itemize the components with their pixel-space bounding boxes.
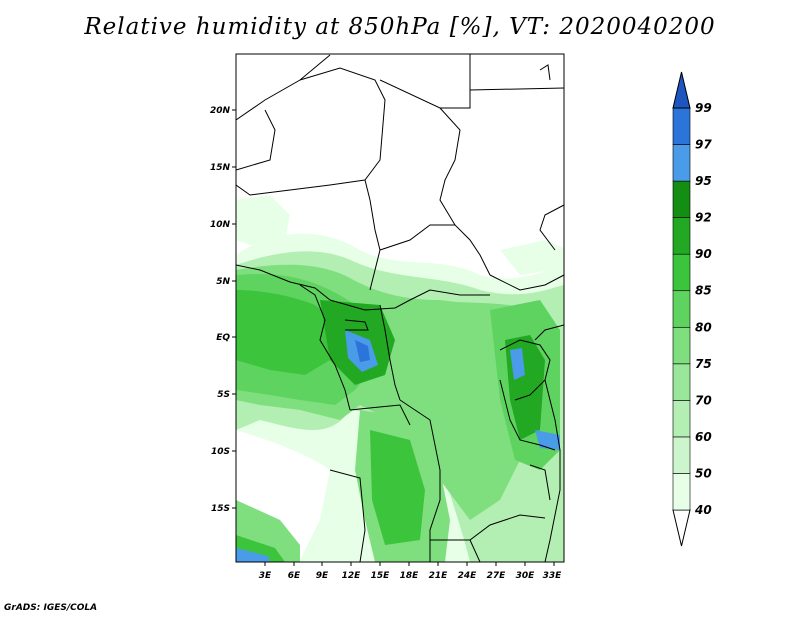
lat-tick-label: 10N <box>210 220 231 230</box>
lon-tick-label: 27E <box>487 571 507 581</box>
map-frame <box>235 53 565 563</box>
colorbar-level-label: 50 <box>695 466 712 480</box>
lon-tick-label: 6E <box>288 571 301 581</box>
lat-tick-label: 15N <box>210 163 231 173</box>
colorbar-level-label: 95 <box>695 174 712 188</box>
colorbar-swatch <box>672 436 691 474</box>
map-title: Relative humidity at 850hPa [%], VT: 202… <box>84 14 716 40</box>
lat-tick-label: 15S <box>211 504 230 514</box>
lon-axis: 3E 6E 9E 12E 15E 18E 21E 24E 27E 30E 33E <box>259 562 562 581</box>
colorbar-swatch <box>672 253 691 292</box>
colorbar-swatch <box>672 144 691 182</box>
colorbar-swatch <box>672 180 691 218</box>
lon-tick-label: 9E <box>316 571 329 581</box>
credit-label: GrADS: IGES/COLA <box>4 603 98 613</box>
country-borders <box>236 54 564 562</box>
colorbar-swatch <box>672 363 691 401</box>
colorbar: 40 50 60 70 75 80 85 90 92 95 97 99 <box>672 71 712 547</box>
lat-tick-label: 5S <box>217 390 230 400</box>
lat-tick-label: 20N <box>210 106 231 116</box>
colorbar-swatch <box>672 107 691 145</box>
colorbar-level-label: 97 <box>695 138 712 152</box>
lon-tick-label: 30E <box>516 571 536 581</box>
lon-tick-label: 12E <box>342 571 362 581</box>
colorbar-level-label: 75 <box>695 357 712 371</box>
colorbar-swatch <box>672 473 691 511</box>
lon-tick-label: 21E <box>429 571 449 581</box>
lat-tick-label: 10S <box>211 447 230 457</box>
colorbar-swatch <box>672 217 691 255</box>
colorbar-level-label: 80 <box>695 320 712 334</box>
colorbar-level-label: 40 <box>694 503 712 517</box>
lat-tick-label: 5N <box>216 277 230 287</box>
colorbar-swatch <box>672 400 691 438</box>
colorbar-high-triangle <box>672 71 691 109</box>
colorbar-low-triangle <box>672 509 691 547</box>
lat-axis: 20N 15N 10N 5N EQ 5S 10S 15S <box>210 106 236 514</box>
lon-tick-label: 18E <box>400 571 420 581</box>
lon-tick-label: 3E <box>259 571 272 581</box>
colorbar-level-label: 92 <box>695 211 712 225</box>
lon-tick-label: 15E <box>371 571 391 581</box>
humidity-field <box>236 54 564 562</box>
colorbar-level-label: 90 <box>695 247 712 261</box>
lon-tick-label: 33E <box>543 571 563 581</box>
colorbar-level-label: 60 <box>695 430 712 444</box>
lon-tick-label: 24E <box>458 571 478 581</box>
colorbar-level-label: 99 <box>695 101 712 115</box>
colorbar-level-label: 85 <box>695 284 712 298</box>
colorbar-swatch <box>672 290 691 328</box>
colorbar-level-label: 70 <box>695 393 712 407</box>
colorbar-swatch <box>672 326 691 365</box>
lat-tick-label: EQ <box>216 333 230 343</box>
